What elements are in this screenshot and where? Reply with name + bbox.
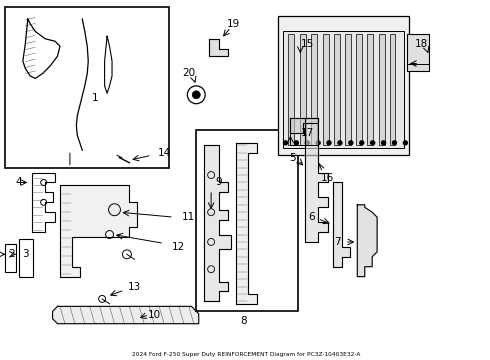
Bar bbox=[311, 34, 317, 145]
Circle shape bbox=[316, 141, 320, 145]
Text: 2: 2 bbox=[9, 249, 15, 259]
Circle shape bbox=[349, 141, 353, 145]
Text: 17: 17 bbox=[301, 128, 315, 138]
Text: 4: 4 bbox=[16, 177, 22, 188]
Text: 20: 20 bbox=[182, 68, 196, 78]
Text: 1: 1 bbox=[91, 93, 98, 103]
Text: 14: 14 bbox=[157, 148, 171, 158]
Text: 19: 19 bbox=[227, 19, 240, 29]
Circle shape bbox=[284, 141, 288, 145]
Bar bbox=[5, 244, 16, 272]
Polygon shape bbox=[60, 185, 137, 276]
Bar bbox=[390, 34, 395, 145]
Text: 8: 8 bbox=[240, 316, 246, 326]
Text: 12: 12 bbox=[172, 242, 186, 252]
Polygon shape bbox=[236, 143, 257, 304]
Bar bbox=[345, 34, 351, 145]
Polygon shape bbox=[52, 306, 199, 324]
Bar bbox=[288, 34, 294, 145]
Text: 18: 18 bbox=[415, 39, 428, 49]
Bar bbox=[196, 130, 298, 311]
Polygon shape bbox=[291, 118, 318, 133]
Bar bbox=[322, 34, 329, 145]
Bar bbox=[19, 239, 33, 276]
Bar bbox=[300, 34, 306, 145]
Circle shape bbox=[338, 141, 342, 145]
Text: 10: 10 bbox=[147, 310, 161, 320]
Text: 7: 7 bbox=[334, 237, 341, 247]
Text: 6: 6 bbox=[308, 212, 315, 222]
Bar bbox=[379, 34, 385, 145]
Text: 5: 5 bbox=[290, 153, 296, 163]
Text: 15: 15 bbox=[301, 39, 315, 49]
Text: 3: 3 bbox=[23, 249, 29, 259]
Circle shape bbox=[294, 141, 298, 145]
Text: 9: 9 bbox=[215, 177, 222, 188]
Polygon shape bbox=[357, 205, 377, 276]
Circle shape bbox=[360, 141, 364, 145]
Bar bbox=[356, 34, 362, 145]
Circle shape bbox=[392, 141, 396, 145]
Bar bbox=[283, 31, 404, 148]
Bar bbox=[367, 34, 373, 145]
Circle shape bbox=[192, 91, 200, 99]
Polygon shape bbox=[209, 39, 228, 56]
Circle shape bbox=[370, 141, 375, 145]
Bar bbox=[407, 34, 429, 71]
Circle shape bbox=[403, 141, 407, 145]
Bar bbox=[278, 17, 409, 155]
Text: 16: 16 bbox=[321, 172, 334, 183]
Polygon shape bbox=[305, 118, 328, 242]
Text: 11: 11 bbox=[182, 212, 196, 222]
Circle shape bbox=[382, 141, 386, 145]
Text: 2024 Ford F-250 Super Duty REINFORCEMENT Diagram for PC3Z-10403E32-A: 2024 Ford F-250 Super Duty REINFORCEMENT… bbox=[132, 352, 360, 357]
Circle shape bbox=[327, 141, 331, 145]
Bar bbox=[334, 34, 340, 145]
Polygon shape bbox=[204, 145, 231, 301]
Polygon shape bbox=[333, 183, 350, 267]
Bar bbox=[5, 6, 169, 168]
Circle shape bbox=[305, 141, 309, 145]
Text: 13: 13 bbox=[128, 282, 141, 292]
